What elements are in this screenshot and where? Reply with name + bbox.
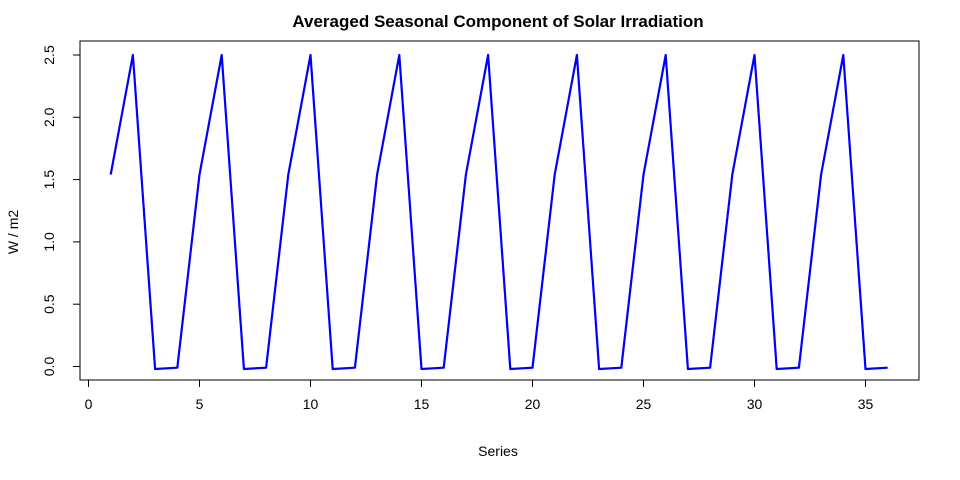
x-tick-label: 0 bbox=[85, 396, 93, 412]
y-tick-label: 2.0 bbox=[41, 107, 57, 127]
x-tick-label: 5 bbox=[196, 396, 204, 412]
y-tick-label: 0.5 bbox=[41, 294, 57, 314]
y-tick-label: 2.5 bbox=[41, 45, 57, 65]
chart-title: Averaged Seasonal Component of Solar Irr… bbox=[292, 12, 703, 31]
y-axis: 0.0 0.5 1.0 1.5 2.0 2.5 bbox=[41, 45, 81, 377]
x-tick-label: 25 bbox=[636, 396, 652, 412]
x-tick-label: 15 bbox=[414, 396, 430, 412]
series-line bbox=[109, 53, 888, 371]
x-tick-label: 20 bbox=[525, 396, 541, 412]
y-axis-label: W / m2 bbox=[5, 210, 21, 255]
x-axis: 0 5 10 15 20 25 30 35 bbox=[85, 379, 874, 412]
x-tick-label: 35 bbox=[858, 396, 874, 412]
series-layer bbox=[109, 53, 888, 371]
x-tick-label: 10 bbox=[303, 396, 319, 412]
x-axis-label: Series bbox=[478, 443, 518, 459]
y-tick-label: 1.0 bbox=[41, 232, 57, 252]
x-tick-label: 30 bbox=[747, 396, 763, 412]
y-tick-label: 0.0 bbox=[41, 357, 57, 377]
y-tick-label: 1.5 bbox=[41, 170, 57, 190]
